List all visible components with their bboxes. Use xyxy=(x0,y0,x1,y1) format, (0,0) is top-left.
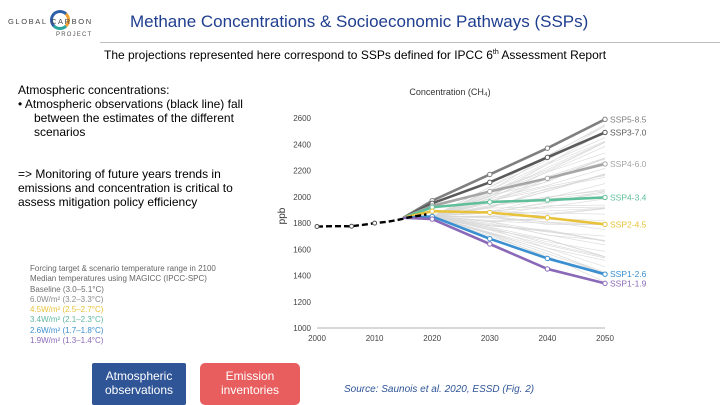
scenario-point xyxy=(487,188,493,195)
observations-text: Atmospheric concentrations: • Atmospheri… xyxy=(18,83,263,139)
legend-item-baseline: Baseline (3.0–5.1°C) xyxy=(30,284,104,294)
logo-text: GLOBAL CARBON xyxy=(8,17,93,26)
y-axis-label: ppb xyxy=(277,207,288,224)
slide-subtitle: The projections represented here corresp… xyxy=(104,48,606,62)
source-citation[interactable]: Source: Saunois et al. 2020, ESSD (Fig. … xyxy=(344,384,535,395)
legend-item-3-4: 3.4W/m² (2.1–2.3°C) xyxy=(30,315,104,325)
ensemble-line xyxy=(432,175,606,217)
x-tick-label: 2030 xyxy=(481,334,499,343)
scenario-point xyxy=(602,280,608,287)
ensemble-line xyxy=(432,208,606,217)
scenario-point xyxy=(602,161,608,167)
y-tick-label: 2600 xyxy=(293,114,311,123)
y-tick-label: 1400 xyxy=(293,272,311,281)
scenario-point xyxy=(602,116,608,123)
slide-title: Methane Concentrations & Socioeconomic P… xyxy=(130,12,589,31)
y-tick-label: 1800 xyxy=(293,219,311,228)
observation-point xyxy=(314,224,320,230)
legend-item-2-6: 2.6W/m² (1.7–1.8°C) xyxy=(30,325,104,335)
ensemble-line xyxy=(432,189,606,217)
ensemble-line xyxy=(432,204,606,217)
y-tick-label: 2200 xyxy=(293,167,311,176)
scenario-point xyxy=(487,209,493,216)
ensemble-line xyxy=(432,216,606,221)
legend-item-6-0: 6.0W/m² (3.2–3.3°C) xyxy=(30,294,104,304)
scenario-label: SSP3-7.0 xyxy=(610,127,647,137)
scenario-point xyxy=(487,241,493,247)
scenario-point xyxy=(602,194,608,201)
y-tick-label: 2400 xyxy=(293,140,311,149)
y-tick-label: 2000 xyxy=(293,193,311,202)
observations-line xyxy=(316,213,427,228)
scenario-line xyxy=(403,216,606,285)
legend-line1: Forcing target & scenario temperature ra… xyxy=(30,264,216,273)
scenario-legend: Forcing target & scenario temperature ra… xyxy=(30,264,216,346)
subtitle-post: Assessment Report xyxy=(498,48,607,62)
y-tick-label: 1200 xyxy=(293,298,311,307)
scenario-label: SSP2-4.5 xyxy=(610,219,647,229)
scenario-point xyxy=(602,221,608,228)
x-tick-label: 2040 xyxy=(539,334,557,343)
x-tick-label: 2020 xyxy=(423,334,441,343)
scenario-point xyxy=(487,179,493,186)
title-divider xyxy=(100,42,720,43)
ensemble-line xyxy=(432,216,606,257)
scenario-point xyxy=(544,175,551,182)
scenario-point xyxy=(429,208,435,214)
subtitle-sup: th xyxy=(492,49,499,56)
x-tick-label: 2010 xyxy=(366,334,384,343)
scenario-point xyxy=(602,271,608,277)
ensemble-line xyxy=(432,216,606,274)
logo-ring-icon xyxy=(50,10,70,30)
ensemble-line xyxy=(432,216,606,252)
legend-item-1-9: 1.9W/m² (1.3–1.4°C) xyxy=(30,336,104,346)
observations-button[interactable]: Atmospheric observations xyxy=(92,363,186,405)
ensemble-line xyxy=(432,216,606,259)
scenario-point xyxy=(487,171,493,178)
scenario-point xyxy=(544,154,551,161)
scenario-point xyxy=(487,199,493,205)
y-tick-label: 1600 xyxy=(293,245,311,254)
ensemble-line xyxy=(432,216,606,237)
y-tick-label: 1000 xyxy=(293,324,311,333)
ensemble-line xyxy=(432,216,606,268)
scenario-point xyxy=(544,197,551,203)
scenario-label: SSP1-2.6 xyxy=(610,269,647,279)
observation-point xyxy=(372,220,378,226)
scenario-point xyxy=(602,129,608,136)
logo-subtext: PROJECT xyxy=(56,32,93,38)
scenario-label: SSP1-1.9 xyxy=(610,278,647,288)
ensemble-line xyxy=(432,157,606,217)
observations-heading: Atmospheric concentrations: xyxy=(18,83,170,97)
inventories-button[interactable]: Emission inventories xyxy=(200,363,300,405)
scenario-point xyxy=(544,255,551,262)
scenario-point xyxy=(544,215,551,221)
methane-chart: Concentration (CH₄) ppb 2000 2010 2020 2030… xyxy=(277,87,647,343)
legend-line2: Median temperatures using MAGICC (IPCC-S… xyxy=(30,274,207,284)
observations-bullet: • Atmospheric observations (black line) … xyxy=(18,97,243,139)
ensemble-line xyxy=(432,141,606,217)
monitoring-text: => Monitoring of future years trends in … xyxy=(18,167,233,209)
scenario-point xyxy=(544,145,551,151)
observation-point xyxy=(349,223,355,229)
scenario-label: SSP4-6.0 xyxy=(610,159,647,169)
chart-title: Concentration (CH₄) xyxy=(409,87,490,97)
scenario-label: SSP4-3.4 xyxy=(610,192,647,202)
scenario-point xyxy=(544,266,551,272)
global-carbon-project-logo: GLOBAL CARBON PROJECT xyxy=(8,8,106,42)
scenario-point xyxy=(487,236,493,242)
ensemble-line xyxy=(432,216,606,246)
subtitle-pre: The projections represented here corresp… xyxy=(104,48,493,62)
x-tick-label: 2050 xyxy=(596,334,614,343)
scenario-label: SSP5-8.5 xyxy=(610,114,647,124)
x-tick-label: 2000 xyxy=(308,334,326,343)
legend-item-4-5: 4.5W/m² (2.5–2.7°C) xyxy=(30,305,104,315)
scenario-point xyxy=(429,216,435,222)
ensemble-line xyxy=(432,125,606,217)
